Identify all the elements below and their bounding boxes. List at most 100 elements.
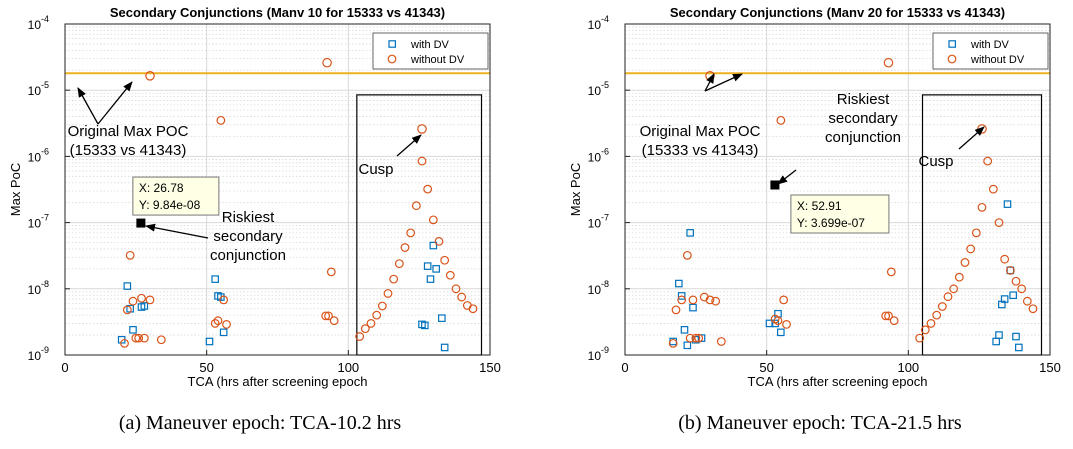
with-dv-point	[1012, 332, 1020, 341]
without-dv-point	[125, 250, 135, 260]
without-dv-point	[949, 284, 959, 294]
annotation-text: conjunction	[825, 129, 901, 146]
without-dv-point	[434, 237, 444, 246]
x-axis-label: TCA (hrs after screening epoch	[188, 374, 368, 389]
chart-svg-a: X: 26.78Y: 9.84e-080 50 100 15010-910-810-7…	[8, 5, 501, 389]
y-tick-exponent: -4	[41, 14, 49, 24]
without-dv-point	[122, 305, 132, 315]
annotation-arrow	[396, 134, 422, 157]
without-dv-point	[366, 319, 376, 328]
annotation-text: Cusp	[358, 161, 393, 178]
annotation-text: Riskiest	[837, 91, 890, 108]
with-dv-point	[432, 265, 440, 273]
datatip-line: Y: 9.84e-08	[139, 198, 201, 212]
with-dv-point	[689, 303, 697, 312]
without-dv-point	[210, 319, 220, 328]
annotation-arrow	[704, 73, 743, 92]
with-dv-point	[421, 321, 429, 330]
datatip-line: X: 26.78	[139, 181, 184, 195]
with-dv-point	[771, 319, 779, 328]
y-tick-label: 10	[588, 18, 602, 32]
y-tick-label: 10	[588, 150, 602, 164]
x-tick-label: 0	[621, 360, 628, 375]
riskiest-point-marker	[770, 180, 780, 190]
y-tick-label: 10	[28, 283, 42, 297]
with-dv-point	[140, 302, 149, 310]
with-dv-point	[423, 262, 432, 270]
y-tick-label: 10	[588, 283, 602, 297]
x-tick-label: 50	[759, 360, 773, 375]
annotation-arrow	[958, 126, 985, 150]
without-dv-point	[213, 316, 223, 326]
x-tick-label: 100	[337, 360, 359, 375]
with-dv-point	[1003, 200, 1012, 208]
axes-frame	[624, 23, 1051, 356]
with-dv-point	[1009, 291, 1017, 300]
without-dv-point	[779, 295, 789, 305]
chart-title: Secondary Conjunctions (Manv 20 for 1533…	[670, 5, 1005, 20]
without-dv-point	[156, 335, 166, 345]
y-tick-exponent: -9	[41, 345, 49, 355]
without-dv-point	[222, 319, 231, 329]
without-dv-point	[423, 184, 433, 194]
without-dv-point	[776, 115, 786, 125]
annotation-arrow	[77, 87, 99, 125]
without-dv-point	[428, 215, 438, 225]
without-dv-point	[128, 296, 138, 306]
without-dv-point	[120, 338, 129, 348]
x-axis-label: TCA (hrs after screening epoch	[748, 374, 928, 389]
without-dv-point	[691, 333, 701, 343]
x-tick-label: 0	[61, 360, 68, 375]
with-dv-point	[1000, 295, 1009, 303]
without-dv-point	[915, 333, 925, 343]
without-dv-point	[926, 319, 936, 328]
without-dv-point	[682, 250, 692, 260]
without-dv-point	[994, 218, 1004, 228]
y-tick-exponent: -8	[41, 279, 49, 289]
y-tick-label: 10	[588, 217, 602, 231]
y-tick-exponent: -4	[601, 14, 609, 24]
with-dv-point	[211, 275, 219, 283]
without-dv-point	[1022, 296, 1032, 306]
y-tick-label: 10	[28, 349, 42, 363]
without-dv-point	[1000, 254, 1010, 264]
caption-b: (b) Maneuver epoch: TCA-21.5 hrs	[678, 412, 962, 434]
without-dv-point	[954, 272, 964, 282]
without-dv-point	[937, 302, 947, 311]
without-dv-point	[1028, 304, 1038, 314]
without-dv-point	[324, 311, 333, 321]
annotation-arrow	[145, 223, 209, 239]
without-dv-point	[886, 267, 896, 277]
without-dv-point	[685, 333, 695, 343]
without-dv-point	[711, 296, 721, 306]
y-tick-exponent: -8	[601, 279, 609, 289]
without-dv-point	[445, 270, 455, 280]
caption-a: (a) Maneuver epoch: TCA-10.2 hrs	[118, 412, 402, 434]
with-dv-point	[680, 326, 689, 334]
without-dv-point	[131, 333, 141, 343]
y-tick-label: 10	[588, 84, 602, 98]
without-dv-point	[400, 243, 410, 252]
with-dv-point	[129, 326, 137, 334]
without-dv-point	[326, 267, 336, 277]
without-dv-point	[1005, 265, 1015, 275]
without-dv-point	[932, 310, 942, 320]
without-dv-point	[889, 316, 899, 326]
with-dv-point	[683, 341, 692, 350]
annotation-text: secondary	[828, 110, 898, 127]
y-tick-label: 10	[28, 18, 42, 32]
y-tick-exponent: -7	[601, 213, 609, 223]
without-dv-point	[1017, 284, 1027, 294]
x-tick-label: 100	[897, 360, 919, 375]
riskiest-point-marker	[136, 218, 146, 228]
original-poc-point	[883, 57, 894, 68]
y-tick-label: 10	[588, 349, 602, 363]
original-poc-point	[145, 71, 155, 81]
without-dv-point	[139, 333, 149, 343]
y-tick-label: 10	[28, 217, 42, 231]
x-tick-label: 150	[479, 360, 501, 375]
legend-box	[372, 32, 489, 70]
without-dv-point	[782, 319, 791, 329]
y-axis-label: Max PoC	[568, 163, 583, 216]
without-dv-point	[677, 295, 687, 305]
